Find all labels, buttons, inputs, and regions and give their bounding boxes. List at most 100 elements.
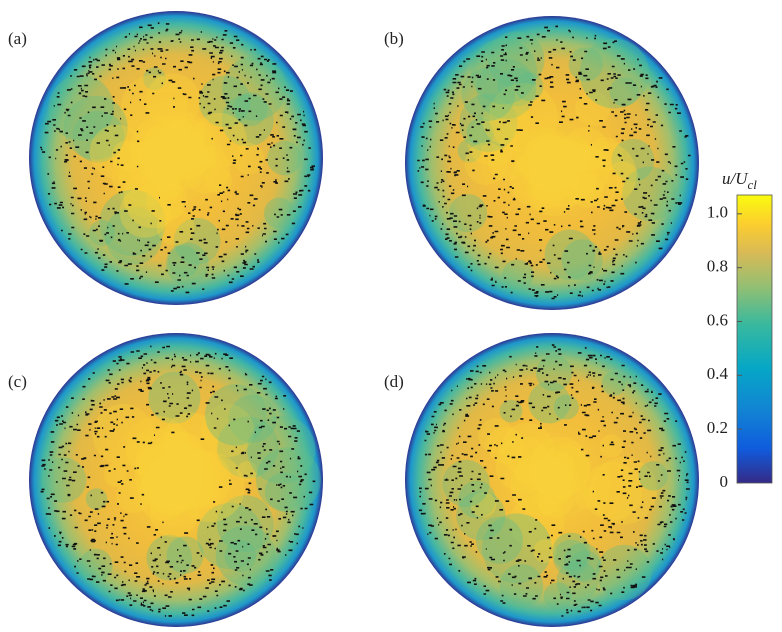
- velocity-patch: [221, 94, 274, 147]
- velocity-patch: [601, 371, 626, 396]
- velocity-patch: [529, 138, 598, 207]
- velocity-patch: [149, 156, 185, 192]
- velocity-patch: [89, 124, 145, 180]
- velocity-patch: [215, 525, 276, 586]
- panel: (a): [8, 11, 323, 305]
- velocity-patch: [145, 73, 200, 128]
- velocity-patch: [136, 136, 177, 177]
- velocity-patch: [544, 229, 596, 281]
- velocity-patch: [216, 495, 274, 553]
- velocity-patch: [486, 426, 525, 464]
- velocity-patch: [156, 463, 182, 488]
- velocity-patch: [442, 459, 490, 507]
- velocity-patch: [575, 91, 611, 127]
- velocity-patch: [72, 110, 125, 163]
- panel: (d): [384, 333, 699, 627]
- velocity-patch: [143, 124, 186, 167]
- velocity-patch: [99, 189, 166, 256]
- velocity-patch: [247, 415, 316, 484]
- velocity-patch: [541, 479, 568, 506]
- velocity-patch: [556, 134, 591, 168]
- velocity-patch: [611, 138, 655, 182]
- velocity-patch: [528, 381, 571, 424]
- velocity-patch: [163, 448, 225, 510]
- velocity-patch: [568, 47, 603, 82]
- velocity-patch: [158, 460, 199, 500]
- particle-dots: [417, 25, 691, 300]
- velocity-patch: [111, 139, 179, 207]
- colorbar-tick-label: 0: [720, 472, 729, 491]
- velocity-patch: [154, 118, 216, 180]
- velocity-patch: [510, 150, 571, 211]
- velocity-patch: [89, 219, 116, 246]
- velocity-patch: [548, 463, 574, 489]
- velocity-patch: [552, 532, 591, 571]
- velocity-patch: [116, 478, 151, 514]
- velocity-patch: [510, 454, 573, 517]
- velocity-patch: [546, 469, 577, 500]
- velocity-patch: [137, 469, 190, 521]
- velocity-patch: [156, 208, 195, 246]
- velocity-patch: [233, 92, 268, 126]
- velocity-patch: [515, 127, 574, 187]
- velocity-patch: [119, 186, 171, 238]
- velocity-patch: [476, 58, 537, 119]
- velocity-patch: [599, 434, 624, 458]
- velocity-patch: [228, 394, 277, 443]
- velocity-patch: [48, 75, 114, 141]
- velocity-patch: [563, 126, 609, 172]
- velocity-patch: [162, 135, 201, 174]
- velocity-patch: [466, 118, 495, 146]
- velocity-patch: [589, 457, 658, 525]
- velocity-patch: [475, 516, 523, 564]
- velocity-patch: [41, 457, 87, 503]
- velocity-patch: [175, 452, 245, 523]
- velocity-patch: [134, 441, 202, 509]
- velocity-patch: [144, 452, 203, 512]
- velocity-patch: [198, 75, 251, 128]
- velocity-patch: [129, 116, 196, 183]
- velocity-patch: [456, 490, 506, 541]
- velocity-patch: [117, 155, 180, 218]
- particle-dots: [418, 344, 690, 617]
- velocity-patch: [574, 485, 598, 510]
- velocity-patch: [448, 194, 488, 233]
- velocity-patch: [568, 550, 601, 583]
- panels: (a) (b) (c) (d): [8, 11, 699, 627]
- velocity-patch: [458, 480, 496, 519]
- colorbar-tick-label: 1.0: [707, 203, 728, 222]
- velocity-patch: [495, 436, 552, 493]
- velocity-patch: [111, 140, 142, 171]
- velocity-patch: [478, 418, 514, 454]
- velocity-patch: [104, 206, 163, 265]
- velocity-patch: [149, 450, 210, 511]
- velocity-patch: [125, 416, 191, 481]
- velocity-patch: [546, 451, 576, 480]
- velocity-patch: [481, 513, 552, 584]
- velocity-patch: [237, 461, 258, 482]
- velocity-patch: [470, 491, 497, 518]
- velocity-patch: [232, 142, 265, 175]
- particle-dots: [40, 345, 316, 617]
- velocity-patch: [563, 542, 601, 581]
- velocity-patch: [531, 174, 560, 204]
- velocity-patch: [142, 125, 209, 191]
- velocity-patch: [561, 239, 603, 281]
- panel: (c): [8, 333, 323, 627]
- velocity-patch: [524, 135, 571, 182]
- velocity-patch: [216, 416, 279, 479]
- velocity-patch: [201, 404, 255, 458]
- velocity-patch: [205, 384, 267, 446]
- colorbar-label: u/Ucl: [722, 169, 757, 192]
- velocity-patch: [571, 141, 637, 208]
- velocity-patch: [533, 143, 576, 185]
- colorbar: u/Ucl 0 0.2 0.4 0.6 0.8 1.0: [707, 169, 773, 491]
- velocity-patch: [103, 463, 128, 488]
- velocity-patch: [553, 394, 579, 420]
- velocity-patch: [457, 138, 482, 163]
- velocity-patch: [263, 197, 295, 229]
- velocity-patch: [204, 166, 233, 195]
- velocity-patch: [461, 67, 516, 121]
- velocity-patch: [173, 217, 221, 265]
